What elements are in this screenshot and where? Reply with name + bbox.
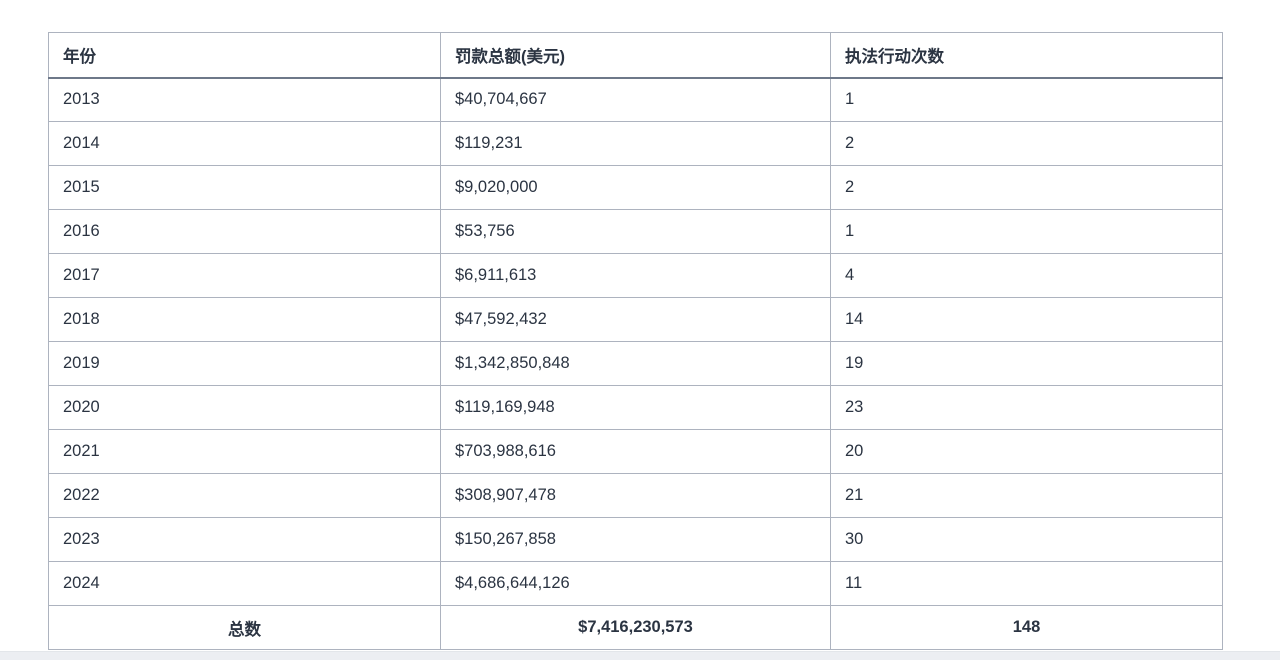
action-count-cell: 23: [830, 385, 1223, 430]
action-count-cell: 1: [830, 209, 1223, 254]
action-count-cell: 30: [830, 517, 1223, 562]
table-row: 2019 $1,342,850,848 19: [48, 341, 1223, 386]
fine-amount-cell: $703,988,616: [440, 429, 831, 474]
table-row: 2013 $40,704,667 1: [48, 77, 1223, 122]
table-header: 年份 罚款总额(美元) 执法行动次数: [48, 32, 1223, 79]
action-count-cell: 4: [830, 253, 1223, 298]
table-row: 2016 $53,756 1: [48, 209, 1223, 254]
fine-amount-cell: $4,686,644,126: [440, 561, 831, 606]
table-row: 2020 $119,169,948 23: [48, 385, 1223, 430]
year-cell: 2018: [48, 297, 441, 342]
column-header-total-fines: 罚款总额(美元): [440, 32, 831, 79]
fine-amount-cell: $1,342,850,848: [440, 341, 831, 386]
fine-amount-cell: $150,267,858: [440, 517, 831, 562]
year-cell: 2019: [48, 341, 441, 386]
fine-amount-cell: $47,592,432: [440, 297, 831, 342]
table-row: 2014 $119,231 2: [48, 121, 1223, 166]
total-fines-value: $7,416,230,573: [440, 605, 831, 650]
year-cell: 2021: [48, 429, 441, 474]
year-cell: 2022: [48, 473, 441, 518]
action-count-cell: 11: [830, 561, 1223, 606]
table-row: 2022 $308,907,478 21: [48, 473, 1223, 518]
action-count-cell: 1: [830, 77, 1223, 122]
year-cell: 2015: [48, 165, 441, 210]
action-count-cell: 2: [830, 121, 1223, 166]
header-row: 年份 罚款总额(美元) 执法行动次数: [48, 32, 1223, 79]
table-row: 2021 $703,988,616 20: [48, 429, 1223, 474]
total-label: 总数: [48, 605, 441, 650]
fine-amount-cell: $119,231: [440, 121, 831, 166]
page-bottom-strip: [0, 651, 1280, 660]
table-row: 2023 $150,267,858 30: [48, 517, 1223, 562]
fine-amount-cell: $308,907,478: [440, 473, 831, 518]
enforcement-fines-table-container: 年份 罚款总额(美元) 执法行动次数 2013 $40,704,667 1 2014 $…: [48, 32, 1223, 650]
table-body: 2013 $40,704,667 1 2014 $119,231 2 2015 $9,020,…: [48, 77, 1223, 606]
action-count-cell: 19: [830, 341, 1223, 386]
table-row: 2015 $9,020,000 2: [48, 165, 1223, 210]
fine-amount-cell: $53,756: [440, 209, 831, 254]
column-header-year: 年份: [48, 32, 441, 79]
action-count-cell: 14: [830, 297, 1223, 342]
year-cell: 2017: [48, 253, 441, 298]
year-cell: 2024: [48, 561, 441, 606]
table-footer: 总数 $7,416,230,573 148: [48, 605, 1223, 650]
table-row: 2018 $47,592,432 14: [48, 297, 1223, 342]
total-row: 总数 $7,416,230,573 148: [48, 605, 1223, 650]
fine-amount-cell: $119,169,948: [440, 385, 831, 430]
action-count-cell: 2: [830, 165, 1223, 210]
year-cell: 2016: [48, 209, 441, 254]
action-count-cell: 21: [830, 473, 1223, 518]
year-cell: 2023: [48, 517, 441, 562]
action-count-cell: 20: [830, 429, 1223, 474]
fine-amount-cell: $9,020,000: [440, 165, 831, 210]
table-row: 2017 $6,911,613 4: [48, 253, 1223, 298]
enforcement-fines-table: 年份 罚款总额(美元) 执法行动次数 2013 $40,704,667 1 2014 $…: [48, 32, 1223, 650]
column-header-enforcement-actions: 执法行动次数: [830, 32, 1223, 79]
year-cell: 2020: [48, 385, 441, 430]
year-cell: 2013: [48, 77, 441, 122]
table-row: 2024 $4,686,644,126 11: [48, 561, 1223, 606]
fine-amount-cell: $6,911,613: [440, 253, 831, 298]
total-actions-value: 148: [830, 605, 1223, 650]
fine-amount-cell: $40,704,667: [440, 77, 831, 122]
year-cell: 2014: [48, 121, 441, 166]
